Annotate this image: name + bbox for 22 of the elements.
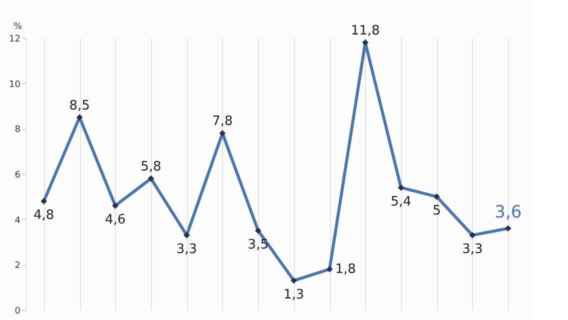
data-label: 3,3 xyxy=(462,242,483,258)
data-label: 3,3 xyxy=(176,242,198,258)
data-label: 8,5 xyxy=(69,98,90,114)
data-label: 3,5 xyxy=(248,238,268,253)
y-tick-label: 8 xyxy=(14,125,21,136)
data-label: 4,6 xyxy=(104,212,126,228)
data-label: 1,3 xyxy=(284,288,304,303)
y-tick-label: 2 xyxy=(14,261,20,272)
data-label: 7,8 xyxy=(212,114,233,130)
y-tick-label: 10 xyxy=(9,80,21,90)
y-tick-label: 4 xyxy=(14,216,21,226)
data-label: 1,8 xyxy=(335,262,356,278)
data-label: 5 xyxy=(432,204,441,219)
data-label: 5,8 xyxy=(140,160,162,175)
data-label: 4,8 xyxy=(34,208,54,224)
data-label: 3,6 xyxy=(494,202,522,222)
y-tick-label: 0 xyxy=(14,306,21,316)
data-label: 11,8 xyxy=(350,24,380,39)
data-label: 5,4 xyxy=(390,194,412,210)
y-tick-label: 12 xyxy=(9,34,20,44)
y-tick-label: 6 xyxy=(14,170,21,180)
y-axis-title: % xyxy=(13,22,22,32)
